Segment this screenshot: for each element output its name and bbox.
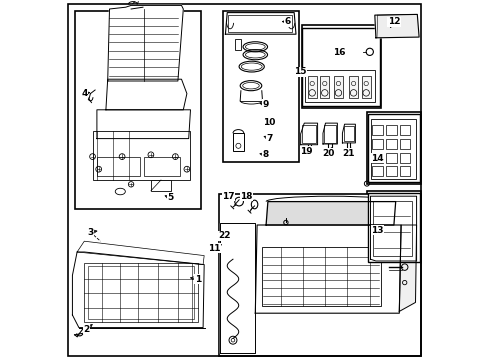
Text: 8: 8 bbox=[262, 150, 268, 159]
Text: 19: 19 bbox=[300, 147, 312, 156]
Polygon shape bbox=[106, 79, 186, 110]
Bar bbox=[399, 166, 409, 176]
Polygon shape bbox=[300, 123, 317, 145]
Bar bbox=[75, 11, 201, 209]
Bar bbox=[302, 28, 379, 106]
Text: 13: 13 bbox=[371, 226, 383, 235]
Text: 14: 14 bbox=[370, 154, 383, 163]
Polygon shape bbox=[342, 124, 355, 143]
Polygon shape bbox=[72, 252, 204, 328]
Polygon shape bbox=[374, 14, 418, 38]
Bar bbox=[371, 166, 382, 176]
Bar bbox=[324, 125, 335, 143]
Text: 4: 4 bbox=[81, 89, 87, 98]
Polygon shape bbox=[255, 225, 400, 313]
Text: 10: 10 bbox=[262, 118, 275, 127]
Polygon shape bbox=[265, 202, 395, 225]
Bar bbox=[261, 247, 380, 306]
Bar bbox=[235, 39, 241, 50]
Text: 7: 7 bbox=[266, 134, 272, 143]
Bar bbox=[302, 125, 315, 143]
Bar bbox=[385, 153, 396, 163]
Bar bbox=[385, 125, 396, 135]
Text: 5: 5 bbox=[167, 194, 173, 202]
Bar bbox=[333, 76, 343, 98]
Bar bbox=[93, 131, 190, 180]
Bar bbox=[84, 263, 197, 322]
Text: 2: 2 bbox=[83, 325, 89, 334]
Bar bbox=[366, 112, 420, 184]
Bar bbox=[370, 119, 415, 179]
Bar bbox=[302, 25, 381, 108]
Text: 21: 21 bbox=[342, 149, 354, 158]
Text: 3: 3 bbox=[87, 228, 93, 237]
Bar bbox=[371, 153, 382, 163]
Text: 17: 17 bbox=[222, 192, 234, 201]
Bar bbox=[307, 76, 316, 98]
Bar bbox=[367, 193, 419, 262]
Bar bbox=[151, 180, 170, 191]
Polygon shape bbox=[220, 223, 255, 353]
Bar bbox=[88, 266, 194, 319]
Bar bbox=[232, 133, 244, 151]
Bar bbox=[399, 125, 409, 135]
Text: 1: 1 bbox=[194, 274, 201, 284]
Bar bbox=[385, 166, 396, 176]
Bar bbox=[366, 191, 420, 263]
Bar bbox=[228, 15, 292, 32]
Text: 6: 6 bbox=[284, 17, 290, 26]
Polygon shape bbox=[77, 241, 204, 265]
Bar bbox=[305, 70, 374, 102]
Bar bbox=[223, 11, 298, 162]
Text: 12: 12 bbox=[387, 17, 399, 26]
Bar bbox=[385, 139, 396, 149]
Bar bbox=[361, 76, 370, 98]
Bar bbox=[399, 153, 409, 163]
Bar bbox=[343, 126, 353, 141]
Bar bbox=[97, 157, 140, 176]
Bar bbox=[219, 194, 420, 356]
Polygon shape bbox=[107, 5, 183, 81]
Polygon shape bbox=[399, 225, 416, 311]
Bar bbox=[348, 76, 358, 98]
Bar bbox=[367, 114, 419, 182]
Text: 9: 9 bbox=[262, 100, 268, 109]
Text: 15: 15 bbox=[293, 68, 306, 77]
Text: 22: 22 bbox=[218, 231, 230, 240]
Bar bbox=[371, 125, 382, 135]
Text: 20: 20 bbox=[321, 149, 333, 158]
Polygon shape bbox=[322, 123, 337, 144]
Bar bbox=[399, 139, 409, 149]
Polygon shape bbox=[370, 196, 416, 261]
Bar bbox=[373, 201, 411, 256]
Bar bbox=[371, 139, 382, 149]
Polygon shape bbox=[225, 13, 295, 34]
Polygon shape bbox=[97, 110, 190, 139]
Text: 16: 16 bbox=[332, 48, 345, 57]
Text: 18: 18 bbox=[240, 192, 252, 201]
Text: 11: 11 bbox=[207, 244, 220, 253]
Bar bbox=[320, 76, 329, 98]
Bar bbox=[143, 157, 179, 176]
